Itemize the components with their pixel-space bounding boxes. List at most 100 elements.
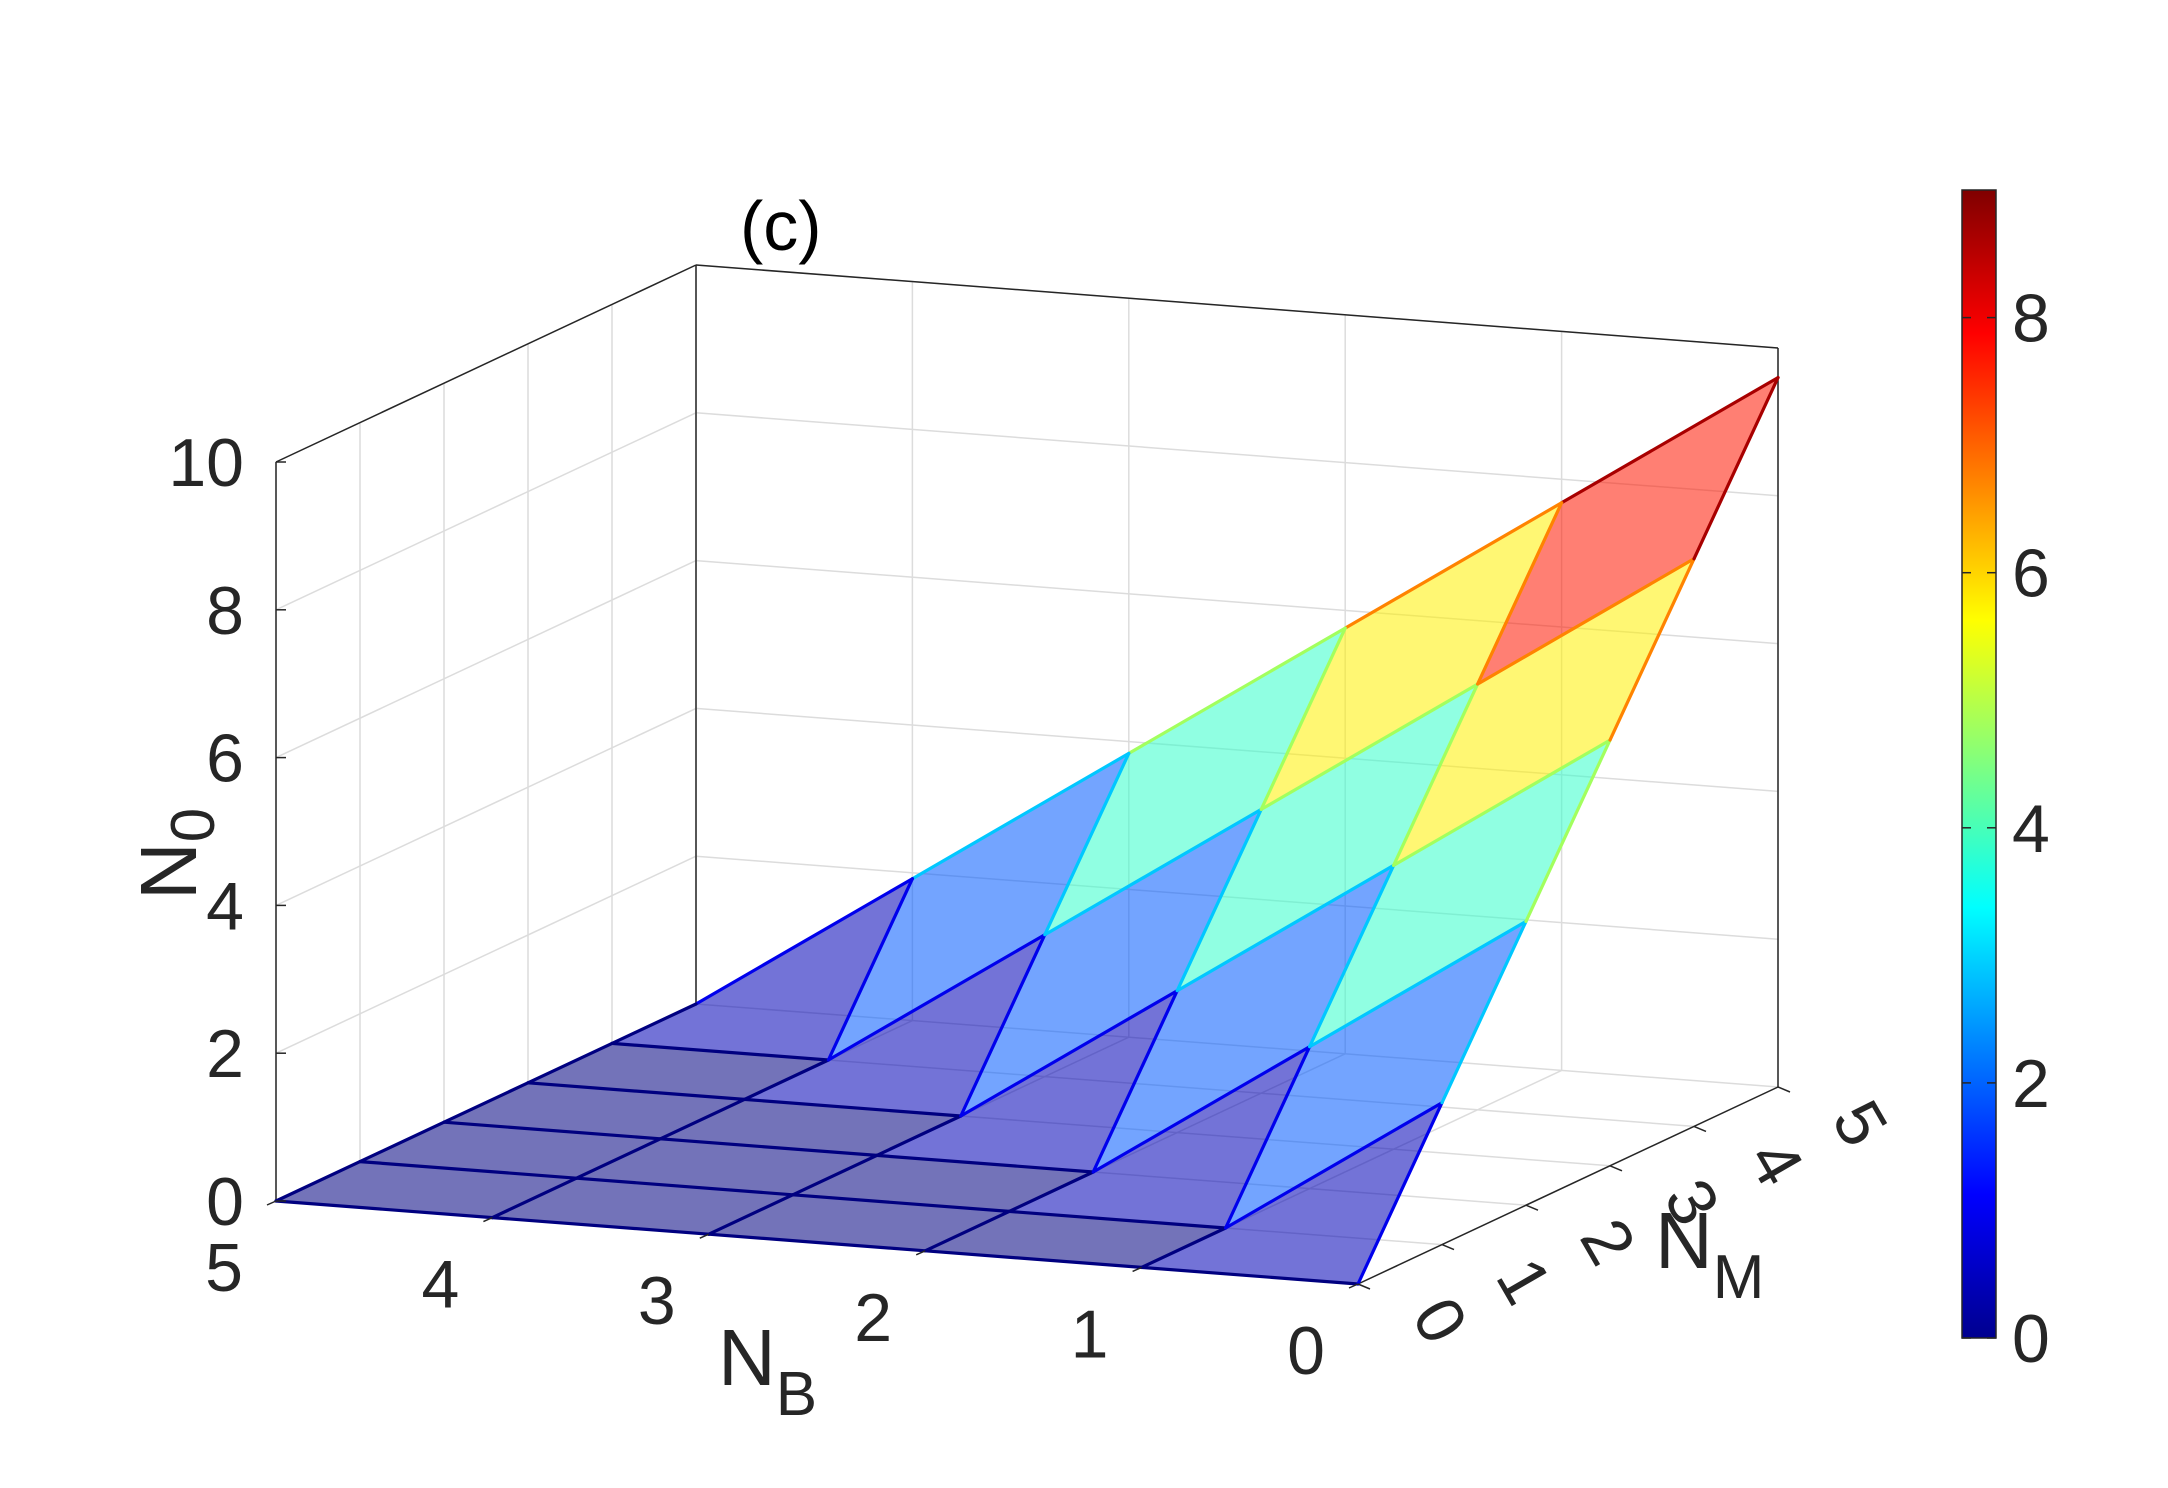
surface-mesh-line [959,933,1047,1118]
surface-face [528,1043,829,1100]
y-tick-label: 0 [1398,1285,1483,1356]
surface-face [1393,558,1694,866]
y-tick-label: 5 [1818,1088,1903,1159]
colorbar-tick-label: 2 [2012,1046,2050,1122]
surface-mesh-line [1307,919,1528,1049]
surface-face [925,1211,1226,1268]
surface-face [1477,377,1778,685]
colorbar-tick-label: 6 [2012,536,2050,612]
x-tick-label: 4 [421,1247,459,1323]
grid-line [275,855,697,1054]
surface-mesh-line [574,1176,795,1197]
surface-mesh-line [923,1249,1144,1270]
surface-face [1225,921,1526,1228]
surface-mesh-line [826,933,1047,1062]
surface-face [1044,628,1346,935]
y-tick-mark [1357,1283,1371,1290]
surface-mesh-line [875,1114,963,1158]
surface-mesh-line [1391,738,1612,868]
x-tick-mark [483,1216,493,1223]
surface-face [276,1161,577,1218]
y-tick-label: 1 [1482,1246,1567,1317]
colorbar-gradient [1961,189,1997,1339]
axes-box-edge [1357,1086,1779,1285]
surface-mesh-line [274,1159,362,1203]
surface-mesh-line [1356,1101,1444,1286]
surface-mesh-line [791,1153,879,1197]
x-axis-label: NB [718,1313,817,1429]
surface-mesh-line [610,1002,698,1046]
surface-mesh-line [1007,1209,1228,1230]
x-tick-mark [1132,1266,1142,1273]
y-tick-mark [1693,1125,1707,1133]
surface-mesh-line [959,989,1179,1118]
surface-face [1261,502,1562,810]
surface-mesh-line [791,1193,1011,1214]
y-tick-mark [1525,1204,1539,1211]
y-tick-mark [1777,1086,1791,1093]
y-tick-label: 2 [1566,1206,1651,1277]
axes-box-edge [695,264,1779,349]
surface-mesh-line [442,1081,530,1124]
surface-mesh-line [1307,863,1396,1049]
surface-mesh-line [1692,376,1780,561]
surface-mesh-line [1391,682,1480,868]
surface-mesh-line [1091,1045,1312,1174]
surface-face [1093,865,1394,1172]
z-tick-label: 10 [168,425,244,501]
surface-mesh-line [1440,919,1528,1105]
surface-mesh-line [1043,751,1131,937]
surface-mesh-line [1559,376,1780,505]
surface-mesh-line [658,1137,879,1158]
surface-mesh-line [526,1081,747,1102]
surface-face [828,753,1129,1060]
surface-mesh-line [826,877,915,1062]
surface-mesh-line [658,1097,747,1141]
surface-face [960,809,1262,1116]
surface-mesh-line [742,1097,963,1118]
surface-face [576,1138,877,1195]
x-tick-label: 0 [1287,1313,1325,1389]
surface-mesh-line [694,877,915,1006]
surface-face [1309,740,1610,1047]
z-tick-label: 6 [206,721,244,797]
surface-mesh-line [1139,1265,1360,1286]
surface-mesh-line [358,1120,446,1164]
x-tick-mark [1348,1283,1359,1289]
surface-face [660,1099,961,1156]
colorbar-tick-label: 8 [2012,281,2050,357]
surface-mesh-line [707,1232,927,1253]
surface-mesh-line [1259,626,1347,812]
surface-mesh-line [1223,1101,1444,1230]
grid-line [275,412,697,611]
surface-mesh-line [923,1209,1011,1253]
surface-mesh-line [1608,557,1696,742]
surface-mesh-line [875,1153,1095,1174]
grid-line [275,707,697,907]
y-tick-mark [1441,1243,1455,1251]
axes-box-edge [275,264,697,463]
z-axis-label: N0 [124,808,228,900]
surface-mesh-line [1223,1045,1312,1230]
surface-face [792,1155,1094,1212]
surface-mesh-line [742,1058,831,1102]
grid-line [275,559,697,759]
x-tick-mark [266,1200,277,1206]
surface-mesh-line [1007,1170,1095,1214]
surface-mesh-line [1343,501,1564,630]
surface-mesh-line [610,1041,831,1062]
surface [274,376,1780,1286]
surface-mesh-line [1139,1226,1228,1270]
surface-mesh-line [1175,807,1263,993]
x-tick-mark [699,1233,710,1239]
y-tick-label: 4 [1734,1128,1819,1199]
surface-mesh-line [1475,501,1564,686]
surface-mesh-line [910,751,1131,881]
surface-mesh-line [274,1199,494,1220]
surface-face [708,1194,1010,1251]
surface-mesh-line [526,1041,614,1085]
y-tick-mark [1609,1165,1623,1172]
surface-mesh-line [1475,557,1696,686]
x-tick-label: 2 [854,1280,892,1356]
x-tick-label: 3 [638,1263,676,1339]
